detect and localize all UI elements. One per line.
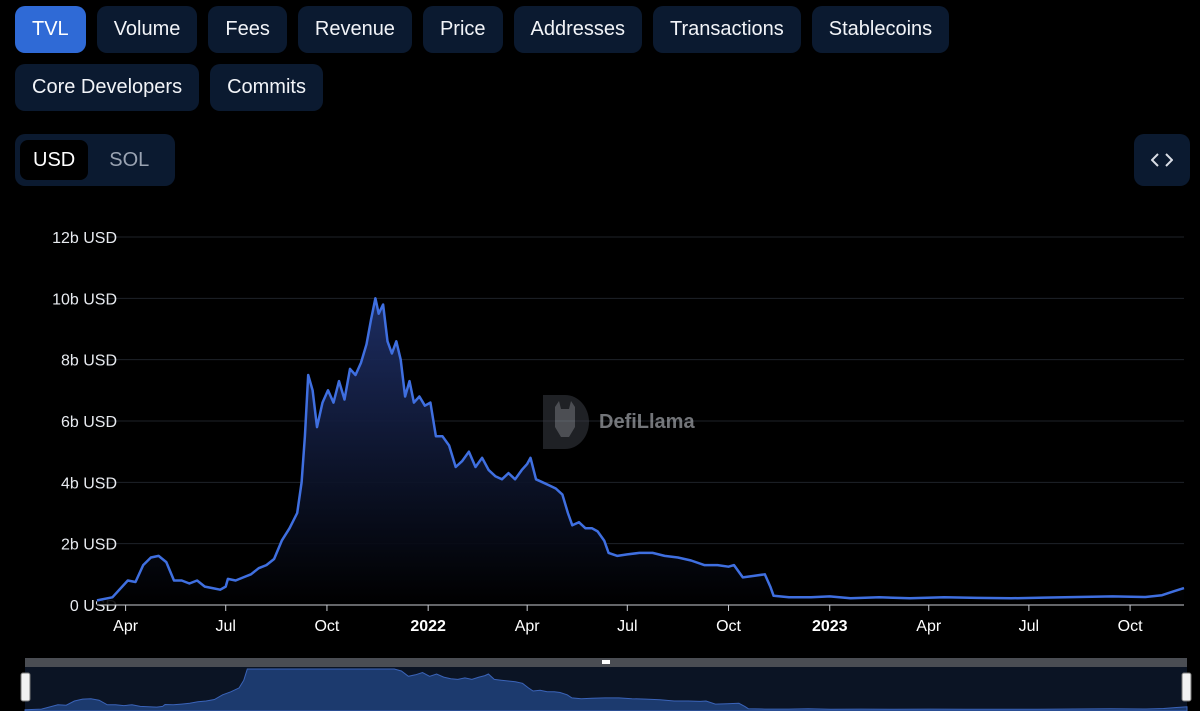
y-tick-label: 4b USD — [61, 475, 117, 492]
tab-transactions[interactable]: Transactions — [653, 6, 801, 53]
x-tick-label: Oct — [314, 618, 339, 635]
embed-button[interactable] — [1134, 134, 1190, 186]
y-tick-label: 2b USD — [61, 537, 117, 554]
x-tick-label: 2023 — [812, 618, 848, 635]
code-brackets-icon — [1151, 153, 1173, 167]
x-tick-label: Apr — [916, 618, 942, 635]
tab-price[interactable]: Price — [422, 6, 503, 53]
range-navigator[interactable] — [0, 655, 1200, 711]
tvl-line — [96, 297, 1185, 602]
metric-tabs-row: TVL Volume Fees Revenue Price Addresses Transa… — [15, 6, 950, 53]
tab-fees[interactable]: Fees — [208, 6, 287, 53]
x-tick-label: Jul — [1019, 618, 1039, 635]
x-tick-label: Oct — [716, 618, 741, 635]
y-tick-label: 6b USD — [61, 414, 117, 431]
currency-usd-button[interactable]: USD — [20, 140, 89, 180]
y-tick-label: 8b USD — [61, 353, 117, 370]
navigator-series — [24, 668, 1188, 711]
x-tick-label: Apr — [515, 618, 541, 635]
currency-toggle: USD SOL — [15, 134, 175, 186]
x-tick-label: Apr — [113, 618, 139, 635]
tab-core-developers[interactable]: Core Developers — [15, 64, 200, 111]
x-tick-label: Oct — [1118, 618, 1143, 635]
tab-addresses[interactable]: Addresses — [513, 6, 643, 53]
currency-sol-button[interactable]: SOL — [109, 148, 150, 171]
navigator-left-handle[interactable] — [20, 672, 31, 702]
tab-volume[interactable]: Volume — [96, 6, 198, 53]
x-tick-label: Jul — [617, 618, 637, 635]
tab-tvl[interactable]: TVL — [15, 6, 86, 53]
tab-revenue[interactable]: Revenue — [297, 6, 412, 53]
y-tick-label: 10b USD — [52, 291, 117, 308]
y-tick-label: 12b USD — [52, 230, 117, 247]
watermark-text: DefiLlama — [599, 410, 695, 433]
metric-tabs-row-2: Core Developers Commits — [15, 64, 323, 111]
x-tick-label: 2022 — [410, 618, 446, 635]
tab-stablecoins[interactable]: Stablecoins — [811, 6, 950, 53]
tab-commits[interactable]: Commits — [210, 64, 323, 111]
defillama-logo-icon — [543, 395, 589, 449]
watermark: DefiLlama — [541, 393, 695, 451]
tvl-area — [97, 298, 1184, 605]
x-tick-label: Jul — [215, 618, 235, 635]
scrollbar-grip-icon[interactable] — [602, 660, 610, 664]
navigator-right-handle[interactable] — [1181, 672, 1192, 702]
